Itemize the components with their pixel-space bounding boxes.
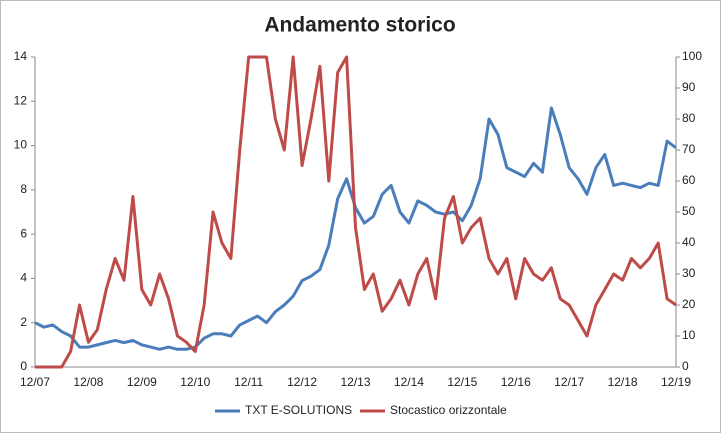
y-tick-label: 4: [20, 271, 27, 285]
x-tick-label: 12/07: [20, 375, 50, 389]
x-tick-label: 12/13: [340, 375, 370, 389]
legend-label: TXT E-SOLUTIONS: [245, 403, 352, 417]
y-tick-label: 14: [14, 49, 28, 63]
x-tick-label: 12/08: [73, 375, 103, 389]
x-tick-label: 12/11: [234, 375, 263, 389]
x-tick-label: 12/16: [501, 375, 531, 389]
y2-tick-label: 50: [682, 204, 696, 218]
x-tick-label: 12/19: [661, 375, 691, 389]
y2-tick-label: 60: [682, 173, 696, 187]
x-tick-label: 12/14: [394, 375, 424, 389]
y2-tick-label: 80: [682, 111, 696, 125]
y2-tick-label: 20: [682, 297, 696, 311]
x-tick-label: 12/17: [554, 375, 584, 389]
x-tick-label: 12/12: [287, 375, 317, 389]
y-tick-label: 6: [20, 226, 27, 240]
legend-label: Stocastico orizzontale: [390, 403, 507, 417]
y-tick-label: 12: [14, 93, 28, 107]
y-tick-label: 0: [20, 359, 27, 373]
y-tick-label: 10: [14, 138, 28, 152]
y2-tick-label: 100: [682, 49, 702, 63]
chart-title: Andamento storico: [264, 14, 455, 37]
y2-tick-label: 70: [682, 142, 696, 156]
y2-tick-label: 30: [682, 266, 696, 280]
y2-tick-label: 10: [682, 328, 696, 342]
x-tick-label: 12/18: [608, 375, 638, 389]
y-tick-label: 2: [20, 315, 27, 329]
x-tick-label: 12/15: [447, 375, 477, 389]
x-tick-label: 12/09: [127, 375, 157, 389]
y2-tick-label: 90: [682, 80, 696, 94]
y-tick-label: 8: [20, 182, 27, 196]
y2-tick-label: 0: [682, 359, 689, 373]
y2-tick-label: 40: [682, 235, 696, 249]
x-tick-label: 12/10: [180, 375, 210, 389]
series-line: [35, 55, 677, 369]
